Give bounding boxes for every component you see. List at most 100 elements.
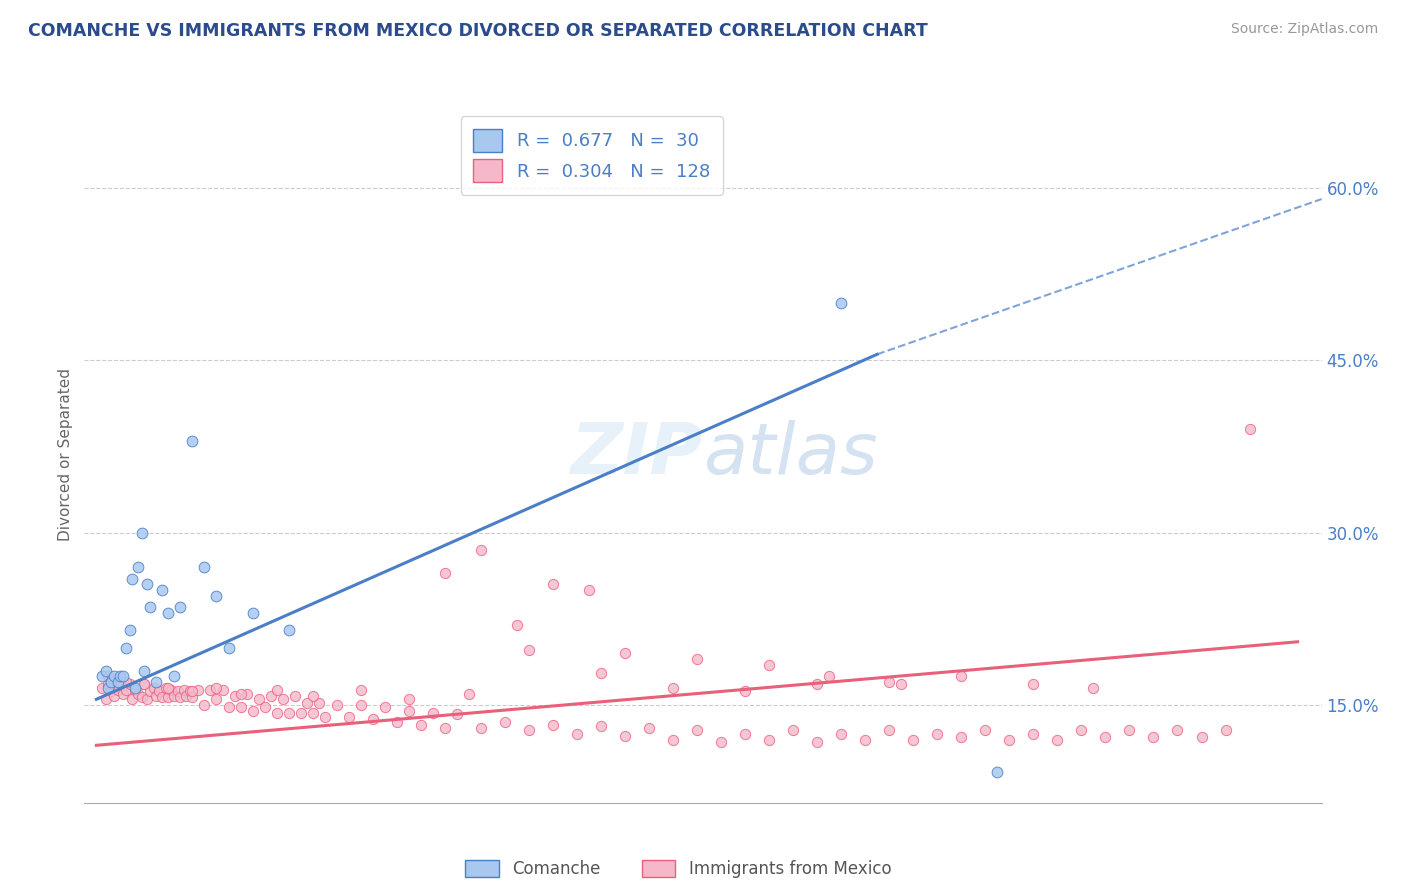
Point bbox=[157, 681, 180, 695]
Point bbox=[118, 624, 141, 638]
Point bbox=[986, 764, 1008, 779]
Point bbox=[1166, 723, 1188, 738]
Point bbox=[374, 700, 396, 714]
Point bbox=[830, 727, 852, 741]
Point bbox=[110, 669, 132, 683]
Point bbox=[235, 687, 257, 701]
Point bbox=[135, 577, 157, 591]
Point bbox=[134, 677, 156, 691]
Text: ZIP: ZIP bbox=[571, 420, 703, 490]
Point bbox=[229, 687, 252, 701]
Point bbox=[433, 566, 456, 580]
Point bbox=[242, 704, 264, 718]
Point bbox=[638, 721, 661, 735]
Point bbox=[127, 560, 149, 574]
Point bbox=[662, 732, 685, 747]
Point bbox=[301, 689, 323, 703]
Point bbox=[950, 669, 973, 683]
Point bbox=[200, 683, 222, 698]
Point bbox=[470, 542, 492, 557]
Point bbox=[998, 732, 1021, 747]
Point bbox=[494, 715, 516, 730]
Point bbox=[179, 684, 201, 698]
Point bbox=[1142, 731, 1164, 745]
Point bbox=[398, 692, 420, 706]
Point bbox=[853, 732, 876, 747]
Point bbox=[350, 698, 373, 712]
Point bbox=[145, 675, 167, 690]
Point bbox=[662, 681, 685, 695]
Point bbox=[361, 712, 384, 726]
Point bbox=[115, 675, 138, 690]
Point bbox=[97, 677, 120, 691]
Point bbox=[613, 646, 636, 660]
Point bbox=[457, 687, 479, 701]
Point bbox=[350, 683, 373, 698]
Point bbox=[131, 690, 153, 704]
Point bbox=[266, 683, 288, 698]
Point bbox=[589, 719, 612, 733]
Point bbox=[1070, 723, 1092, 738]
Point bbox=[131, 525, 153, 540]
Point bbox=[218, 700, 240, 714]
Point bbox=[211, 683, 233, 698]
Point bbox=[517, 643, 540, 657]
Point bbox=[877, 675, 900, 690]
Point bbox=[271, 692, 294, 706]
Point bbox=[782, 723, 804, 738]
Point bbox=[734, 727, 756, 741]
Point bbox=[91, 681, 114, 695]
Point bbox=[284, 689, 307, 703]
Point bbox=[193, 560, 215, 574]
Point bbox=[950, 731, 973, 745]
Point bbox=[169, 690, 191, 704]
Point bbox=[806, 677, 828, 691]
Point bbox=[247, 692, 270, 706]
Point bbox=[97, 681, 120, 695]
Point bbox=[139, 600, 162, 615]
Point bbox=[1215, 723, 1237, 738]
Point bbox=[143, 681, 166, 695]
Point bbox=[470, 721, 492, 735]
Point bbox=[145, 689, 167, 703]
Point bbox=[181, 684, 204, 698]
Point bbox=[103, 669, 125, 683]
Point bbox=[295, 696, 318, 710]
Point bbox=[134, 677, 156, 691]
Point bbox=[409, 717, 432, 731]
Point bbox=[103, 689, 125, 703]
Point bbox=[107, 683, 129, 698]
Point bbox=[111, 669, 134, 683]
Point bbox=[253, 700, 276, 714]
Point bbox=[578, 582, 600, 597]
Point bbox=[181, 690, 204, 704]
Point bbox=[325, 698, 347, 712]
Point bbox=[139, 684, 162, 698]
Point bbox=[1094, 731, 1116, 745]
Legend: Comanche, Immigrants from Mexico: Comanche, Immigrants from Mexico bbox=[458, 854, 898, 885]
Point bbox=[974, 723, 997, 738]
Point bbox=[1191, 731, 1213, 745]
Point bbox=[205, 681, 228, 695]
Point bbox=[565, 727, 588, 741]
Text: Source: ZipAtlas.com: Source: ZipAtlas.com bbox=[1230, 22, 1378, 37]
Point bbox=[242, 606, 264, 620]
Point bbox=[124, 683, 146, 698]
Point bbox=[277, 706, 299, 720]
Point bbox=[91, 669, 114, 683]
Point bbox=[163, 669, 186, 683]
Point bbox=[686, 723, 709, 738]
Point bbox=[806, 735, 828, 749]
Point bbox=[398, 704, 420, 718]
Point bbox=[710, 735, 733, 749]
Point bbox=[134, 664, 156, 678]
Point bbox=[94, 692, 117, 706]
Point bbox=[187, 683, 209, 698]
Point bbox=[1239, 422, 1261, 436]
Point bbox=[1022, 727, 1045, 741]
Point bbox=[506, 617, 529, 632]
Text: COMANCHE VS IMMIGRANTS FROM MEXICO DIVORCED OR SEPARATED CORRELATION CHART: COMANCHE VS IMMIGRANTS FROM MEXICO DIVOR… bbox=[28, 22, 928, 40]
Point bbox=[163, 689, 186, 703]
Point bbox=[517, 723, 540, 738]
Point bbox=[308, 696, 330, 710]
